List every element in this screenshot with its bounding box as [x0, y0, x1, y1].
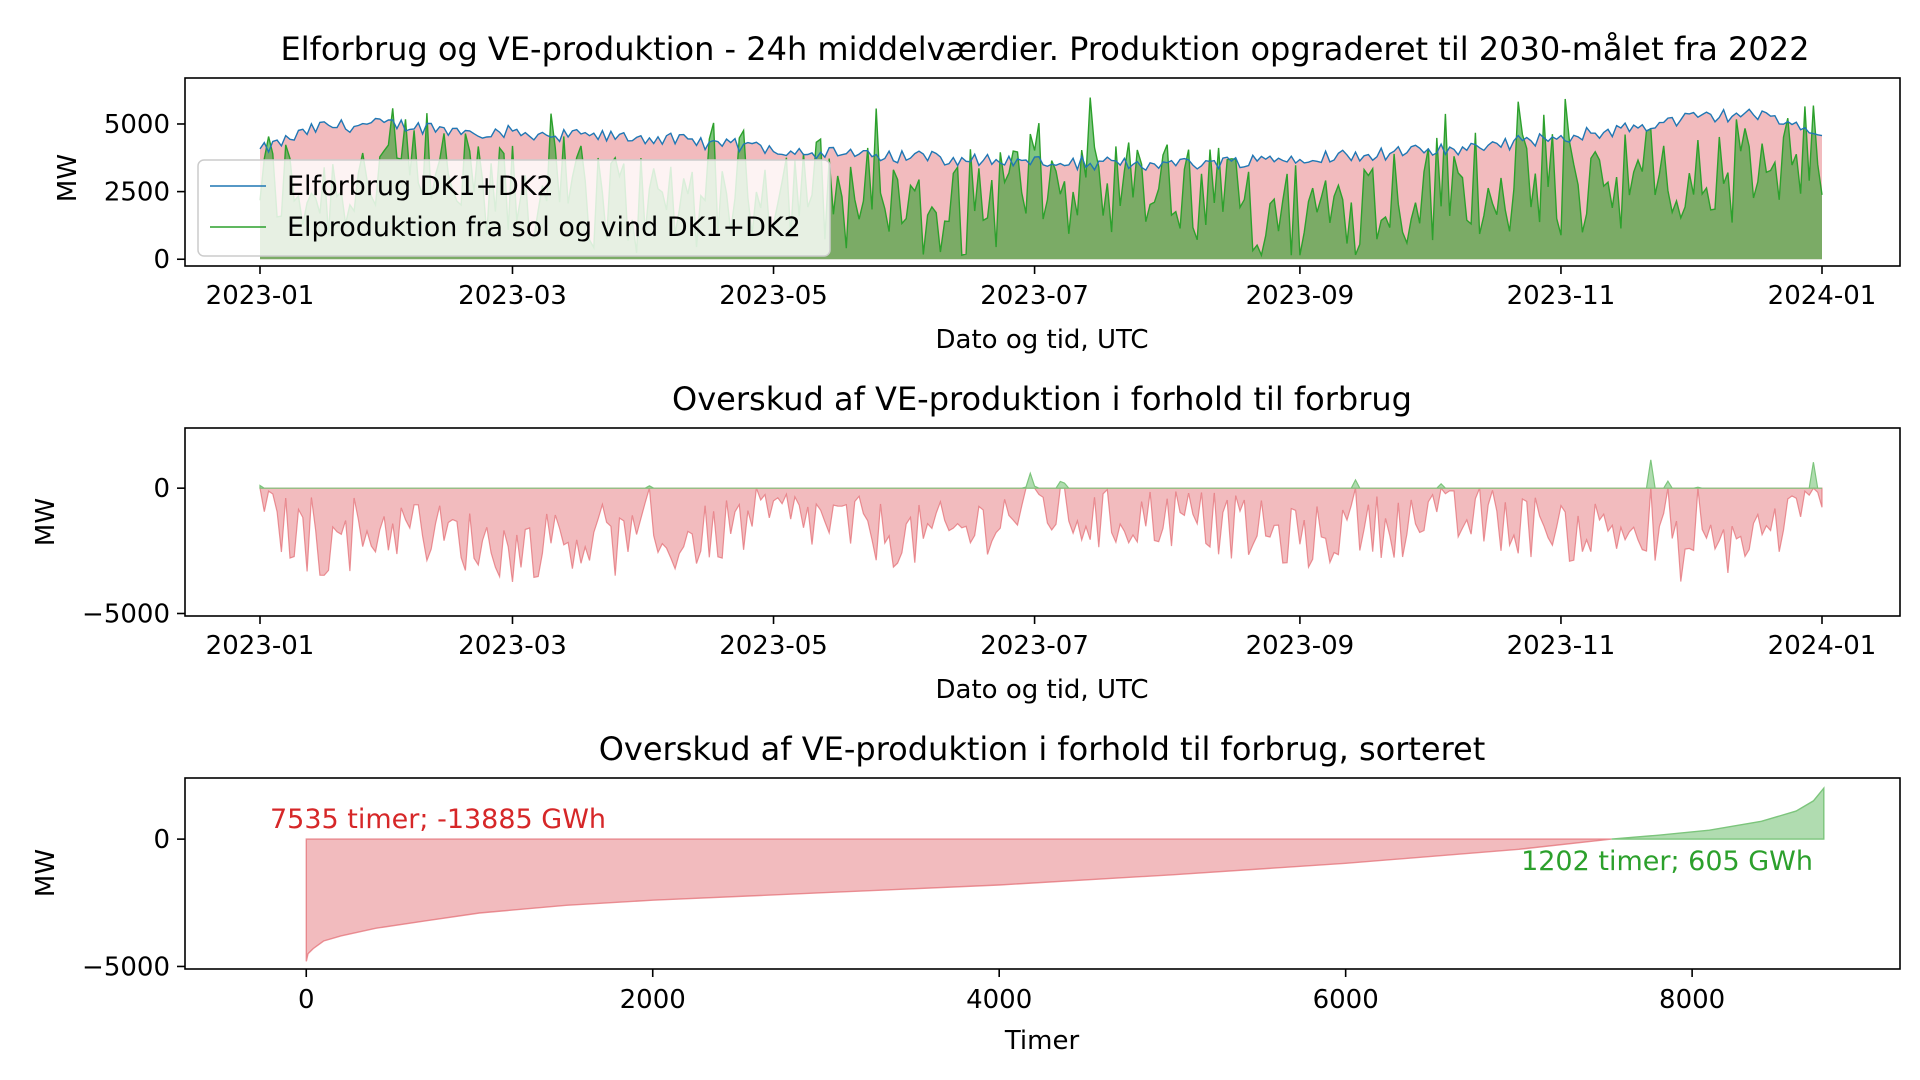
legend: Elforbrug DK1+DK2 Elproduktion fra sol o…	[197, 159, 831, 257]
x-tick-label: 2023-09	[1246, 281, 1355, 311]
panel2-title: Overskud af VE-produktion i forhold til …	[672, 380, 1412, 418]
surplus-area	[259, 459, 1822, 489]
panel3-y-label: MW	[31, 849, 61, 897]
panel2-x-ticks: 2023-01 2023-03 2023-05 2023-07 2023-09 2023-…	[206, 616, 1877, 661]
panel2-plot-area	[259, 459, 1823, 582]
annotation-deficit: 7535 timer; -13885 GWh	[270, 804, 606, 835]
panel1-x-label: Dato og tid, UTC	[936, 325, 1149, 355]
x-tick-label: 2023-07	[980, 281, 1089, 311]
x-tick-label: 4000	[966, 985, 1032, 1015]
panel-surplus: Overskud af VE-produktion i forhold til …	[31, 380, 1901, 705]
y-tick-label: 0	[153, 474, 170, 504]
panel1-x-ticks: 2023-01 2023-03 2023-05 2023-07 2023-09 2023-…	[206, 266, 1877, 311]
x-tick-label: 0	[298, 985, 315, 1015]
panel1-title: Elforbrug og VE-produktion - 24h middelv…	[281, 30, 1810, 68]
legend-box	[197, 159, 831, 257]
x-tick-label: 2024-01	[1768, 281, 1877, 311]
panel3-frame	[184, 777, 1901, 970]
panel2-x-label: Dato og tid, UTC	[936, 675, 1149, 705]
x-tick-label: 2023-09	[1246, 631, 1355, 661]
x-tick-label: 2023-05	[719, 631, 828, 661]
x-tick-label: 2023-01	[206, 281, 315, 311]
panel3-title: Overskud af VE-produktion i forhold til …	[599, 730, 1486, 768]
panel2-y-label: MW	[31, 498, 61, 546]
x-tick-label: 6000	[1313, 985, 1379, 1015]
x-tick-label: 2023-11	[1507, 281, 1616, 311]
annotation-surplus: 1202 timer; 605 GWh	[1521, 846, 1813, 877]
panel2-frame	[184, 427, 1901, 617]
y-tick-label: 0	[153, 245, 170, 275]
panel-consumption-production: Elforbrug og VE-produktion - 24h middelv…	[53, 30, 1901, 355]
panel1-y-ticks: 0 2500 5000	[104, 110, 185, 275]
panel2-y-ticks: −5000 0	[82, 474, 185, 629]
x-tick-label: 2023-07	[980, 631, 1089, 661]
y-tick-label: 0	[153, 825, 170, 855]
panel1-y-label: MW	[53, 154, 83, 202]
panel3-x-label: Timer	[1004, 1026, 1080, 1056]
x-tick-label: 2023-03	[458, 281, 567, 311]
x-tick-label: 2023-11	[1507, 631, 1616, 661]
x-tick-label: 2000	[620, 985, 686, 1015]
y-tick-label: −5000	[82, 599, 170, 629]
legend-label-production: Elproduktion fra sol og vind DK1+DK2	[287, 212, 801, 243]
panel3-y-ticks: −5000 0	[82, 825, 185, 982]
panel3-plot-area	[305, 786, 1825, 962]
y-tick-label: −5000	[82, 952, 170, 982]
panel1-frame	[184, 77, 1901, 267]
y-tick-label: 2500	[104, 178, 170, 208]
legend-label-consumption: Elforbrug DK1+DK2	[287, 171, 554, 202]
sorted-deficit-area	[305, 838, 1612, 962]
x-tick-label: 2023-05	[719, 281, 828, 311]
deficit-area	[259, 486, 1823, 582]
x-tick-label: 2023-01	[206, 631, 315, 661]
panel3-x-ticks: 0 2000 4000 6000 8000	[298, 969, 1725, 1015]
x-tick-label: 2024-01	[1768, 631, 1877, 661]
x-tick-label: 2023-03	[458, 631, 567, 661]
sorted-surplus-area	[1611, 786, 1825, 840]
y-tick-label: 5000	[104, 110, 170, 140]
panel-surplus-sorted: Overskud af VE-produktion i forhold til …	[31, 730, 1901, 1056]
x-tick-label: 8000	[1659, 985, 1725, 1015]
consumption-line	[259, 107, 1823, 172]
